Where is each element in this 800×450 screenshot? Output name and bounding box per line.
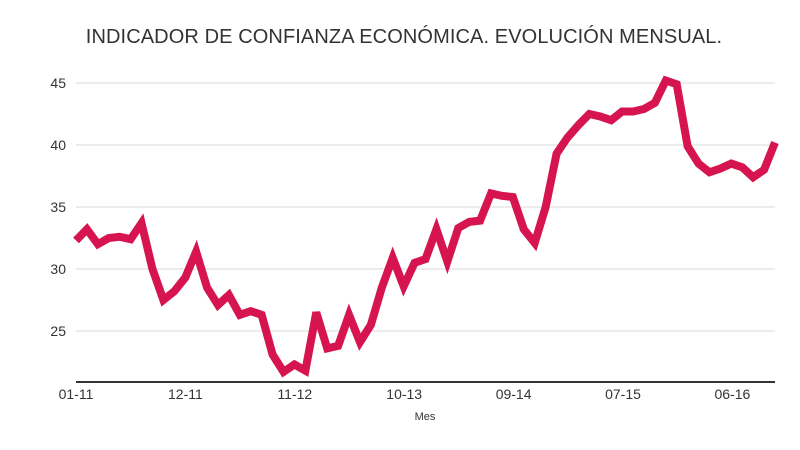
y-tick-label: 30 bbox=[50, 261, 66, 277]
x-tick-label: 12-11 bbox=[168, 386, 203, 402]
y-axis-ticks: 25 30 35 40 45 bbox=[50, 75, 66, 339]
x-tick-label: 06-16 bbox=[714, 386, 750, 402]
x-tick-label: 01-11 bbox=[59, 386, 94, 402]
y-tick-label: 45 bbox=[50, 75, 66, 91]
y-tick-label: 40 bbox=[50, 137, 66, 153]
x-tick-label: 11-12 bbox=[277, 386, 312, 402]
x-tick-label: 10-13 bbox=[386, 386, 422, 402]
gridlines bbox=[76, 82, 775, 332]
x-axis-title: Mes bbox=[415, 411, 436, 423]
series-line bbox=[73, 75, 779, 378]
x-tick-label: 07-15 bbox=[605, 386, 641, 402]
y-tick-label: 25 bbox=[50, 323, 66, 339]
y-tick-label: 35 bbox=[50, 199, 66, 215]
chart-title: INDICADOR DE CONFIANZA ECONÓMICA. EVOLUC… bbox=[85, 26, 723, 48]
x-axis-ticks: 01-11 12-11 11-12 10-13 09-14 07-15 06-16 bbox=[59, 386, 751, 402]
x-tick-label: 09-14 bbox=[496, 386, 532, 402]
